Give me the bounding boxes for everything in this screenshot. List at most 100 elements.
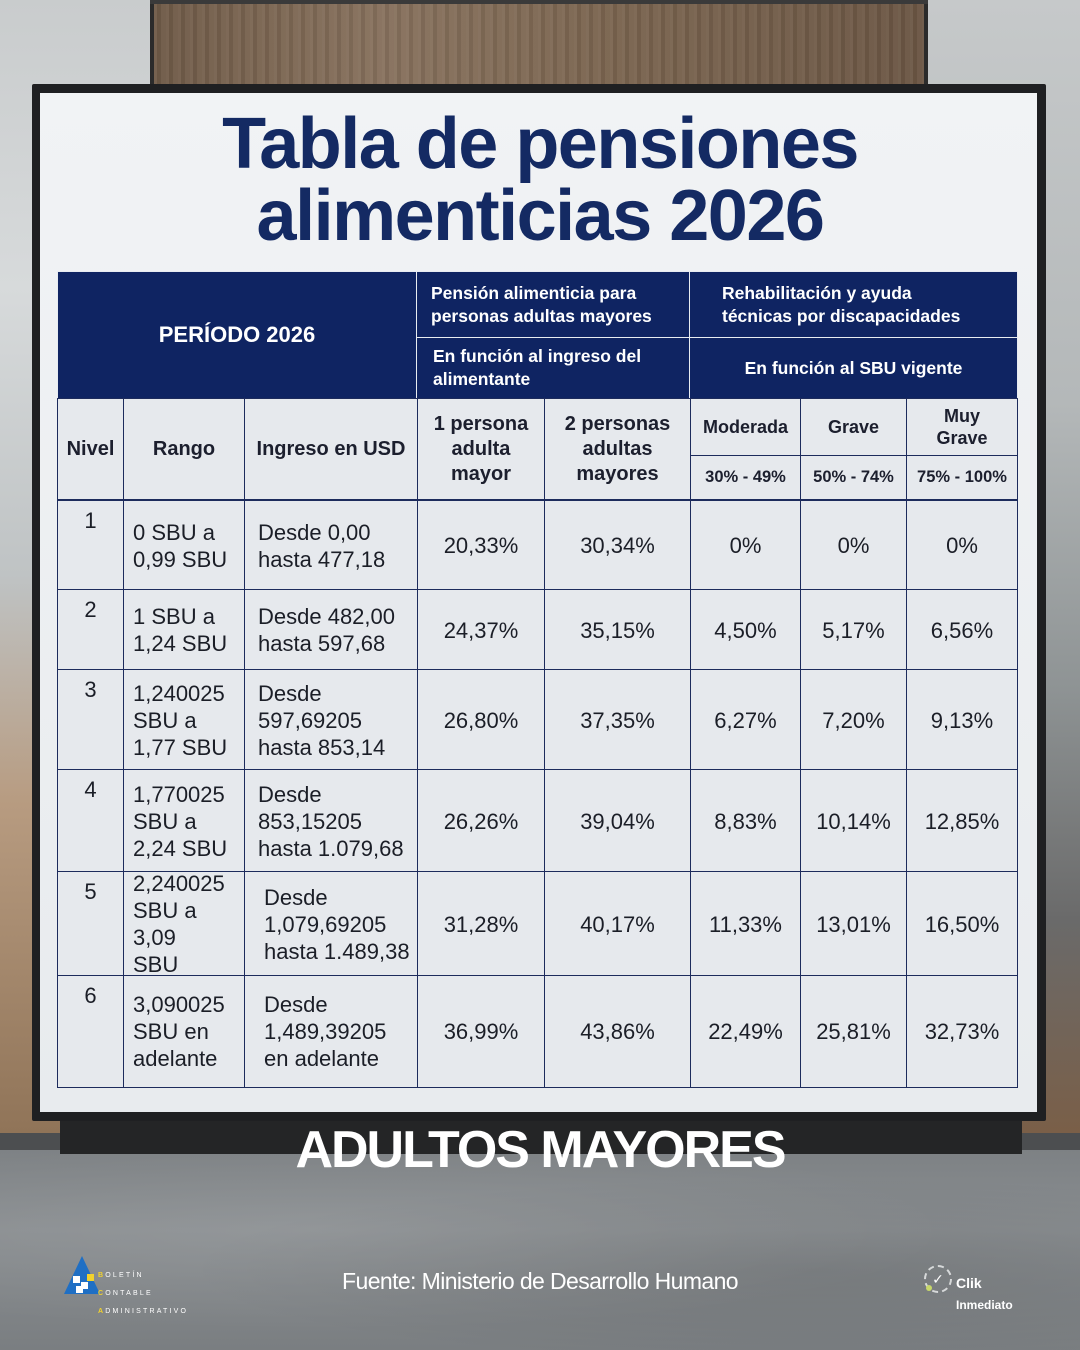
cell-nivel-value: 3	[84, 677, 97, 702]
logo-boletin-contable-administrativo: BOLETÍN CONTABLE ADMINISTRATIVO	[64, 1256, 214, 1315]
cell-two-persons: 37,35%	[544, 669, 691, 771]
cell-nivel: 1	[57, 500, 124, 591]
cell-rango-value: 3,090025 SBU en adelante	[133, 992, 225, 1071]
cell-grave-value: 5,17%	[822, 617, 885, 643]
cell-grave-value: 25,81%	[816, 1019, 891, 1044]
col-moderada: Moderada	[690, 398, 801, 456]
col-moderada-range-label: 30% - 49%	[705, 468, 786, 486]
cell-muy-grave-value: 9,13%	[930, 707, 994, 733]
cell-muy-grave-value: 16,50%	[924, 911, 1000, 937]
header-period-label: PERÍODO 2026	[158, 322, 316, 347]
cell-moderada-value: 11,33%	[709, 911, 782, 937]
cell-two-persons-value: 35,15%	[580, 617, 655, 643]
col-grave-range: 50% - 74%	[800, 455, 907, 500]
background-top-strip	[0, 0, 1080, 5]
header-rehab-sub-label: En función al SBU vigente	[744, 357, 963, 378]
cell-grave-value: 13,01%	[816, 911, 891, 937]
source-credit: Fuente: Ministerio de Desarrollo Humano	[342, 1268, 739, 1294]
cell-muy-grave: 6,56%	[906, 589, 1018, 671]
cell-two-persons-value: 37,35%	[580, 707, 655, 733]
cell-ingreso: Desde 1,489,39205 en adelante	[244, 975, 418, 1088]
cell-two-persons: 40,17%	[544, 871, 691, 977]
background-floor	[0, 1150, 1080, 1350]
col-grave-label: Grave	[827, 416, 880, 437]
col-grave-range-label: 50% - 74%	[813, 468, 894, 486]
title-line-2: alimenticias 2026	[256, 176, 825, 256]
col-two-persons: 2 personas adultas mayores	[544, 398, 691, 500]
header-rehab-group-label: Rehabilitación y ayuda técnicas por disc…	[722, 282, 961, 326]
cell-rango: 1 SBU a 1,24 SBU	[123, 589, 245, 671]
cell-muy-grave-value: 6,56%	[930, 617, 994, 643]
cell-muy-grave-value: 0%	[946, 533, 978, 558]
col-moderada-label: Moderada	[702, 416, 789, 437]
cell-rango-value: 0 SBU a 0,99 SBU	[133, 519, 228, 572]
cell-ingreso-value: Desde 1,079,69205 hasta 1.489,38	[264, 884, 410, 964]
cell-moderada-value: 0%	[729, 533, 762, 558]
cell-grave-value: 0%	[837, 533, 870, 558]
cell-nivel-value: 6	[84, 983, 97, 1008]
cell-moderada-value: 6,27%	[714, 707, 777, 733]
refresh-check-icon: ✓	[924, 1265, 952, 1293]
cell-ingreso: Desde 0,00 hasta 477,18	[244, 500, 418, 591]
cell-muy-grave-value: 32,73%	[924, 1019, 1000, 1044]
cell-grave-value: 7,20%	[822, 707, 885, 733]
cell-ingreso-value: Desde 597,69205 hasta 853,14	[258, 680, 386, 760]
cell-one-person: 20,33%	[417, 500, 545, 591]
cell-moderada: 0%	[690, 500, 801, 591]
col-moderada-range: 30% - 49%	[690, 455, 801, 500]
cell-rango-value: 1,240025 SBU a 1,77 SBU	[133, 680, 228, 760]
cell-rango: 2,240025 SBU a 3,09 SBU	[123, 871, 245, 977]
cell-moderada: 8,83%	[690, 769, 801, 873]
header-pension-group-label: Pensión alimenticia para personas adulta…	[431, 282, 652, 326]
cell-muy-grave: 0%	[906, 500, 1018, 591]
section-label: ADULTOS MAYORES	[295, 1121, 786, 1179]
col-two-persons-label: 2 personas adultas mayores	[564, 412, 671, 485]
cell-two-persons: 30,34%	[544, 500, 691, 591]
cell-ingreso: Desde 1,079,69205 hasta 1.489,38	[244, 871, 418, 977]
background-wood-panel	[150, 4, 928, 88]
logo-bca-wordmark: BOLETÍN CONTABLE ADMINISTRATIVO	[98, 1272, 189, 1315]
col-muy-grave-label: Muy Grave	[936, 406, 988, 448]
cell-rango: 1,770025 SBU a 2,24 SBU	[123, 769, 245, 873]
cell-moderada-value: 22,49%	[708, 1019, 783, 1044]
cell-two-persons-value: 39,04%	[580, 808, 655, 834]
col-rango-label: Rango	[152, 437, 216, 460]
cell-one-person: 26,26%	[417, 769, 545, 873]
cell-two-persons: 35,15%	[544, 589, 691, 671]
cell-moderada: 22,49%	[690, 975, 801, 1088]
cell-one-person-value: 26,26%	[443, 808, 519, 834]
logo-clik-wordmark: Clik Inmediato	[956, 1275, 1013, 1312]
col-rango: Rango	[123, 398, 245, 500]
cell-ingreso: Desde 853,15205 hasta 1.079,68	[244, 769, 418, 873]
cell-one-person: 26,80%	[417, 669, 545, 771]
cell-muy-grave: 9,13%	[906, 669, 1018, 771]
logo-clik-inmediato: ✓ Clik Inmediato	[924, 1263, 1034, 1311]
cell-grave: 5,17%	[800, 589, 907, 671]
cell-nivel-value: 5	[84, 879, 97, 904]
cell-one-person-value: 36,99%	[443, 1019, 519, 1044]
cell-ingreso: Desde 482,00 hasta 597,68	[244, 589, 418, 671]
cell-nivel-value: 1	[84, 508, 97, 533]
cell-nivel: 5	[57, 871, 124, 977]
cell-two-persons: 39,04%	[544, 769, 691, 873]
header-period: PERÍODO 2026	[57, 271, 417, 399]
col-ingreso-label: Ingreso en USD	[256, 437, 406, 460]
cell-rango-value: 2,240025 SBU a 3,09 SBU	[133, 871, 225, 977]
cell-two-persons: 43,86%	[544, 975, 691, 1088]
cell-muy-grave: 12,85%	[906, 769, 1018, 873]
cell-one-person-value: 26,80%	[443, 707, 519, 733]
col-nivel-label: Nivel	[66, 437, 115, 460]
cell-moderada: 6,27%	[690, 669, 801, 771]
cell-two-persons-value: 43,86%	[580, 1019, 655, 1044]
pension-table: PERÍODO 2026 Pensión alimenticia para pe…	[57, 271, 1018, 1088]
cell-grave: 13,01%	[800, 871, 907, 977]
col-muy-grave: Muy Grave	[906, 398, 1018, 456]
cell-nivel: 2	[57, 589, 124, 671]
cell-grave: 7,20%	[800, 669, 907, 771]
cell-muy-grave: 16,50%	[906, 871, 1018, 977]
cell-rango: 3,090025 SBU en adelante	[123, 975, 245, 1088]
cell-one-person-value: 31,28%	[443, 911, 519, 937]
cell-two-persons-value: 30,34%	[580, 533, 655, 558]
header-pension-sub: En función al ingreso del alimentante	[416, 337, 690, 399]
page-title: Tabla de pensiones alimenticias 2026	[16, 108, 1064, 252]
